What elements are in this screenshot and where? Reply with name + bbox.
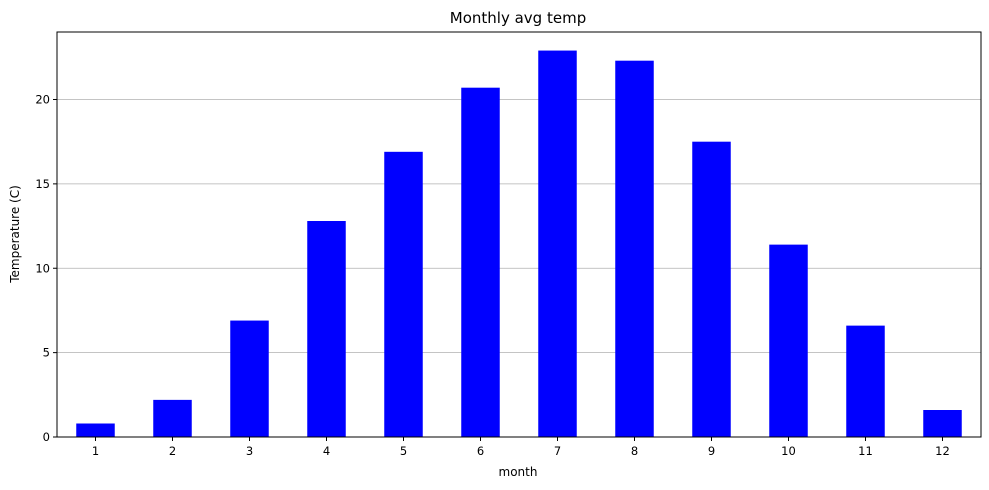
x-tick-label: 8: [631, 444, 638, 458]
y-axis-ticks: 0 5 10 15 20: [35, 93, 57, 444]
x-tick-label: 7: [554, 444, 561, 458]
x-axis-label: month: [499, 465, 538, 479]
bar-month-11: [846, 325, 885, 437]
gridlines: [57, 99, 981, 354]
plot-frame: [56, 31, 982, 438]
bars: [76, 50, 962, 437]
x-tick-label: 5: [400, 444, 407, 458]
x-tick-label: 3: [246, 444, 253, 458]
bar-month-8: [615, 60, 654, 437]
bar-month-2: [153, 399, 192, 437]
bar-month-12: [923, 410, 962, 437]
bar-month-3: [230, 320, 269, 437]
x-tick-label: 10: [781, 444, 796, 458]
x-tick-label: 6: [477, 444, 484, 458]
y-tick-label: 0: [43, 430, 50, 444]
x-tick-label: 4: [323, 444, 330, 458]
bar-month-9: [692, 141, 731, 437]
chart-title: Monthly avg temp: [450, 9, 586, 27]
y-tick-label: 20: [35, 93, 50, 107]
x-tick-label: 1: [92, 444, 99, 458]
bar-month-4: [307, 221, 346, 437]
x-tick-label: 2: [169, 444, 176, 458]
bar-month-6: [461, 87, 500, 437]
bar-month-7: [538, 50, 577, 437]
y-tick-label: 15: [35, 177, 50, 191]
y-tick-label: 5: [43, 346, 50, 360]
bar-month-5: [384, 151, 423, 437]
bar-month-1: [76, 423, 115, 437]
x-axis-ticks: 1 2 3 4 5 6 7 8 9 10 11 12: [92, 437, 950, 458]
bar-month-10: [769, 244, 808, 437]
y-axis-label: Temperature (C): [8, 185, 22, 284]
x-tick-label: 9: [708, 444, 715, 458]
x-tick-label: 12: [935, 444, 950, 458]
y-tick-label: 10: [35, 261, 50, 275]
x-tick-label: 11: [858, 444, 873, 458]
